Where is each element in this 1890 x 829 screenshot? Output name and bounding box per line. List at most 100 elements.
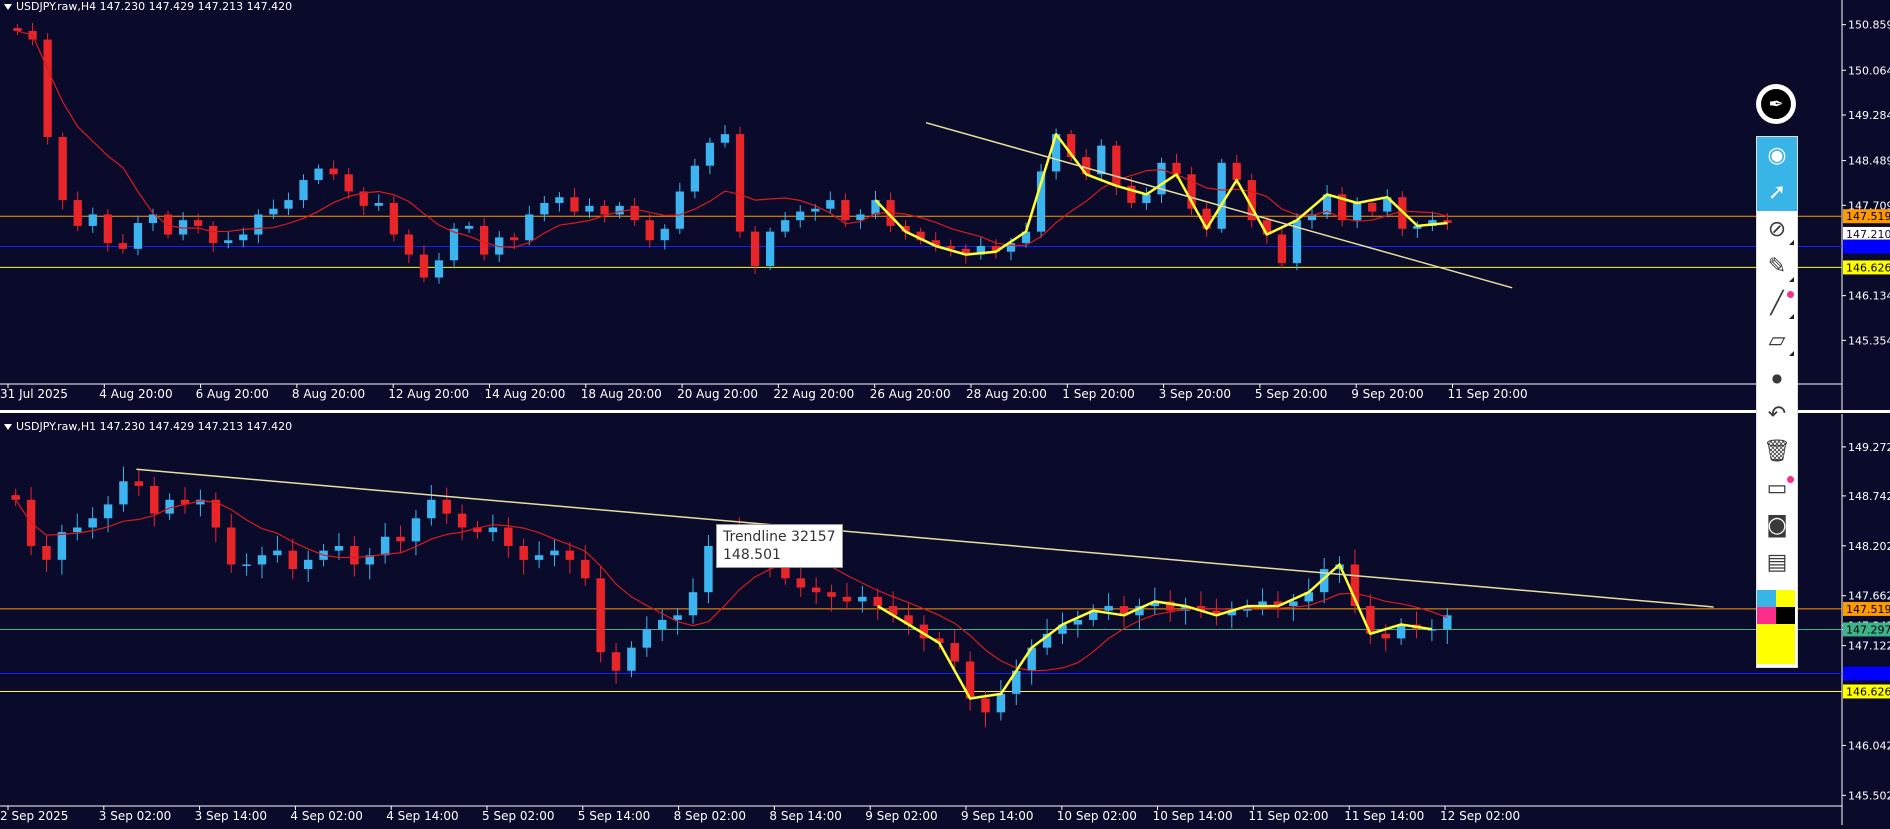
candle-body <box>457 513 467 528</box>
trash-icon[interactable]: 🗑 <box>1763 439 1791 464</box>
candle-body <box>550 550 559 556</box>
candle-body <box>254 214 263 235</box>
h4-chart-pane[interactable]: 150.859 150.064 149.284 148.489 147.709 146.1… <box>0 0 1890 412</box>
candle-body <box>827 592 836 597</box>
candle-body <box>935 638 944 644</box>
candle-body <box>976 245 985 255</box>
magenta-swatch[interactable] <box>1757 607 1776 624</box>
candle-body <box>1307 214 1317 221</box>
candle-body <box>1165 601 1175 611</box>
price-label-box <box>1843 260 1890 275</box>
candle-body <box>931 240 940 246</box>
candle-body <box>1042 633 1052 648</box>
price-label-text: 147.210 <box>1846 228 1890 241</box>
undo-icon[interactable]: ↶ <box>1767 402 1787 427</box>
candle-body <box>211 499 221 528</box>
collapse-triangle-icon[interactable] <box>4 424 12 430</box>
candle-body <box>13 28 22 31</box>
time-tick-label: 6 Aug 20:00 <box>196 387 269 401</box>
price-tick-label: 147.662 <box>1848 590 1890 603</box>
candle-body <box>1142 194 1151 203</box>
candle-body <box>473 527 482 533</box>
time-tick-label: 8 Sep 02:00 <box>674 809 746 823</box>
price-label-box <box>1843 226 1890 241</box>
candle-body <box>180 499 190 505</box>
pen-tool-button[interactable]: ✒ <box>1756 84 1796 124</box>
price-tick-label: 147.709 <box>1848 199 1890 212</box>
time-tick-label: 11 Sep 02:00 <box>1248 809 1328 823</box>
price-tick-label: 150.859 <box>1848 19 1890 32</box>
candle-body <box>119 481 128 505</box>
eraser-icon[interactable]: ▱ <box>1757 322 1797 359</box>
clipboard-icon[interactable]: ▤ <box>1766 550 1788 575</box>
tooltip-value: 148.501 <box>723 547 781 563</box>
candle-body <box>1187 174 1196 209</box>
cursor-icon[interactable]: ➚ <box>1757 174 1797 211</box>
candle-body <box>871 200 880 215</box>
zigzag-drawing[interactable] <box>874 132 1448 256</box>
time-tick-label: 9 Sep 20:00 <box>1351 387 1423 401</box>
candle-body <box>735 134 745 232</box>
price-label-box <box>1843 601 1890 616</box>
h1-chart-pane[interactable]: 149.272148.742148.202147.662147.342147.2… <box>0 414 1890 825</box>
price-label-text: 147.297 <box>1846 623 1890 636</box>
candle-body <box>1172 162 1181 175</box>
candle-body <box>826 200 835 209</box>
line-icon[interactable]: ╱ <box>1757 285 1797 322</box>
collapse-triangle-icon[interactable] <box>4 4 12 10</box>
dot-icon[interactable]: ● <box>1771 370 1783 385</box>
active-color-swatch[interactable] <box>1757 624 1795 664</box>
zigzag-drawing[interactable] <box>877 563 1433 700</box>
candle-body <box>404 234 414 255</box>
price-label-box <box>1843 666 1890 681</box>
price-label-text: 146.820 <box>1846 668 1890 681</box>
candle-body <box>1413 225 1422 229</box>
pane-divider[interactable] <box>0 410 1890 413</box>
time-tick-label: 26 Aug 20:00 <box>870 387 951 401</box>
trendline[interactable] <box>925 121 1513 289</box>
candle-body <box>540 202 549 215</box>
candle-body <box>1366 606 1375 634</box>
time-tick-label: 5 Sep 02:00 <box>482 809 554 823</box>
h1-chart[interactable]: 149.272148.742148.202147.662147.342147.2… <box>0 414 1890 825</box>
time-tick-label: 8 Aug 20:00 <box>292 387 365 401</box>
crosshair-icon[interactable]: ⊘ <box>1757 211 1797 248</box>
candle-body <box>781 564 790 579</box>
candle-body <box>660 228 669 241</box>
drawing-toolbar: ◉ ➚ ⊘ ✎ ╱ ▱ ● ↶ 🗑 ▭ ◙ ▤ <box>1756 136 1798 668</box>
yellow-swatch[interactable] <box>1776 590 1795 607</box>
eye-icon[interactable]: ◉ <box>1757 137 1797 174</box>
candle-body <box>1067 134 1076 158</box>
cyan-swatch[interactable] <box>1757 590 1776 607</box>
candle-body <box>1396 624 1406 639</box>
candle-body <box>901 225 910 232</box>
candle-body <box>841 200 850 221</box>
ruler-icon[interactable]: ✎ <box>1757 248 1797 285</box>
trendline[interactable] <box>136 468 1714 608</box>
candle-body <box>525 214 534 241</box>
candle-body <box>1181 606 1190 611</box>
price-label-box <box>1843 684 1890 699</box>
candle-body <box>630 205 639 221</box>
candle-body <box>1212 610 1221 616</box>
time-tick-label: 28 Aug 20:00 <box>966 387 1047 401</box>
camera-icon[interactable]: ◙ <box>1766 513 1788 538</box>
price-label-box <box>1843 209 1890 224</box>
h4-chart[interactable]: 150.859 150.064 149.284 148.489 147.709 146.1… <box>0 0 1890 412</box>
price-tick-label: 146.134 <box>1848 290 1890 303</box>
black-swatch[interactable] <box>1776 607 1795 624</box>
price-tick-label: 146.042 <box>1848 739 1890 752</box>
easel-icon[interactable]: ▭ <box>1757 470 1797 507</box>
time-tick-label: 10 Sep 02:00 <box>1057 809 1137 823</box>
candle-body <box>950 643 959 662</box>
candle-body <box>519 545 528 560</box>
candle-body <box>350 545 359 565</box>
color-swatches <box>1757 590 1795 664</box>
candle-body <box>811 587 821 593</box>
time-tick-label: 10 Sep 14:00 <box>1153 809 1233 823</box>
candle-body <box>134 481 144 486</box>
candle-body <box>1277 234 1287 264</box>
candle-body <box>224 240 233 244</box>
time-tick-label: 11 Sep 20:00 <box>1448 387 1528 401</box>
moving-average-line <box>15 499 1448 672</box>
